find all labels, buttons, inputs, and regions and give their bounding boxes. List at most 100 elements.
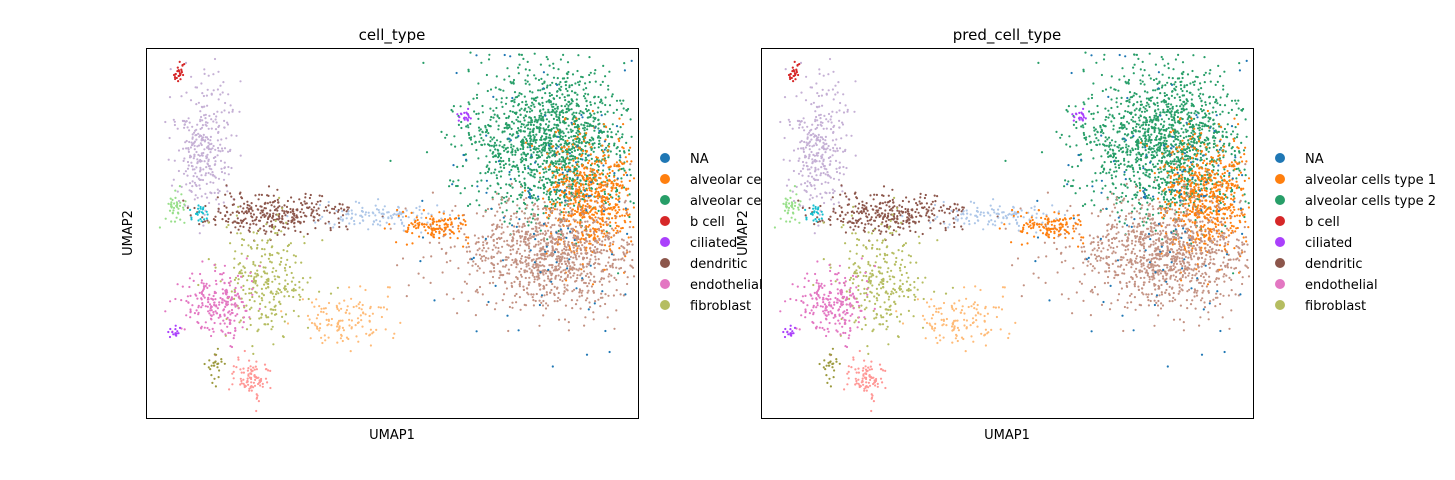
scatter-point xyxy=(252,386,255,389)
scatter-point xyxy=(207,165,210,168)
scatter-point xyxy=(212,298,215,301)
scatter-point xyxy=(608,142,611,145)
scatter-point xyxy=(608,168,611,171)
scatter-point xyxy=(278,205,281,208)
scatter-point xyxy=(564,105,567,108)
scatter-point xyxy=(415,216,418,219)
scatter-point xyxy=(530,121,534,124)
scatter-point xyxy=(591,162,594,165)
scatter-point xyxy=(624,156,627,159)
scatter-point xyxy=(511,148,514,151)
scatter-point xyxy=(597,190,600,194)
scatter-point xyxy=(426,221,429,224)
scatter-point xyxy=(578,112,581,115)
scatter-point xyxy=(294,283,297,286)
scatter-point xyxy=(183,203,186,206)
scatter-point xyxy=(539,123,542,126)
scatter-point xyxy=(463,233,466,236)
scatter-point xyxy=(264,232,267,235)
scatter-point xyxy=(554,162,558,165)
scatter-point xyxy=(500,236,503,240)
scatter-point xyxy=(500,101,503,104)
scatter-point xyxy=(507,137,510,140)
scatter-point xyxy=(569,272,572,275)
scatter-point xyxy=(214,298,217,301)
scatter-point xyxy=(605,126,608,129)
scatter-point xyxy=(475,93,479,96)
scatter-point xyxy=(221,149,224,152)
scatter-point xyxy=(562,269,565,272)
scatter-point xyxy=(594,126,597,129)
scatter-point xyxy=(602,270,605,273)
scatter-point xyxy=(632,206,636,209)
scatter-point xyxy=(570,98,573,101)
scatter-point xyxy=(573,288,576,291)
scatter-point xyxy=(448,213,451,217)
scatter-point xyxy=(246,369,249,372)
scatter-point xyxy=(360,319,363,322)
scatter-point xyxy=(536,230,539,233)
scatter-point xyxy=(606,316,609,319)
scatter-point xyxy=(217,149,220,152)
scatter-point xyxy=(588,301,591,304)
scatter-point xyxy=(567,220,571,223)
scatter-point xyxy=(610,135,613,138)
scatter-point xyxy=(563,278,566,281)
scatter-point xyxy=(582,149,585,152)
scatter-point xyxy=(348,286,351,289)
scatter-point xyxy=(448,185,451,188)
scatter-point xyxy=(186,160,190,164)
scatter-point xyxy=(207,366,210,369)
scatter-point xyxy=(182,159,185,162)
scatter-point xyxy=(260,255,263,258)
scatter-point xyxy=(209,139,212,142)
scatter-point xyxy=(509,139,512,142)
scatter-point xyxy=(242,378,245,381)
scatter-point xyxy=(215,198,218,201)
scatter-point xyxy=(570,299,574,302)
scatter-point xyxy=(579,274,582,277)
scatter-point xyxy=(542,314,545,317)
scatter-point xyxy=(552,117,556,120)
scatter-point xyxy=(582,112,585,115)
scatter-point xyxy=(457,267,460,270)
scatter-point xyxy=(206,219,209,222)
scatter-point xyxy=(255,368,258,371)
scatter-point xyxy=(518,282,522,286)
scatter-point xyxy=(212,311,215,314)
scatter-point xyxy=(474,141,477,144)
scatter-point xyxy=(531,101,534,104)
scatter-point xyxy=(600,277,603,280)
scatter-point xyxy=(197,207,200,210)
scatter-point xyxy=(511,153,514,156)
scatter-point xyxy=(355,305,358,308)
scatter-point xyxy=(560,201,563,204)
scatter-point xyxy=(482,246,485,250)
scatter-point xyxy=(629,174,632,177)
scatter-point xyxy=(586,272,589,275)
scatter-point xyxy=(528,267,531,270)
scatter-point xyxy=(215,121,218,124)
scatter-point xyxy=(610,131,613,134)
scatter-point xyxy=(227,331,230,334)
scatter-point xyxy=(555,274,558,277)
scatter-point xyxy=(595,160,598,163)
scatter-point xyxy=(632,177,636,180)
scatter-point xyxy=(565,127,568,130)
scatter-point xyxy=(197,144,201,147)
scatter-point xyxy=(523,249,527,252)
scatter-point xyxy=(495,139,499,142)
scatter-point xyxy=(609,221,612,224)
scatter-point xyxy=(184,200,187,203)
scatter-point xyxy=(589,173,592,177)
scatter-point xyxy=(553,164,556,168)
scatter-point xyxy=(587,183,590,186)
scatter-point xyxy=(283,204,286,207)
scatter-point xyxy=(393,212,396,215)
scatter-point xyxy=(564,211,568,214)
scatter-point xyxy=(183,221,186,224)
scatter-point xyxy=(236,221,239,224)
scatter-point xyxy=(273,275,276,278)
scatter-point xyxy=(509,218,512,221)
scatter-point xyxy=(422,209,425,212)
